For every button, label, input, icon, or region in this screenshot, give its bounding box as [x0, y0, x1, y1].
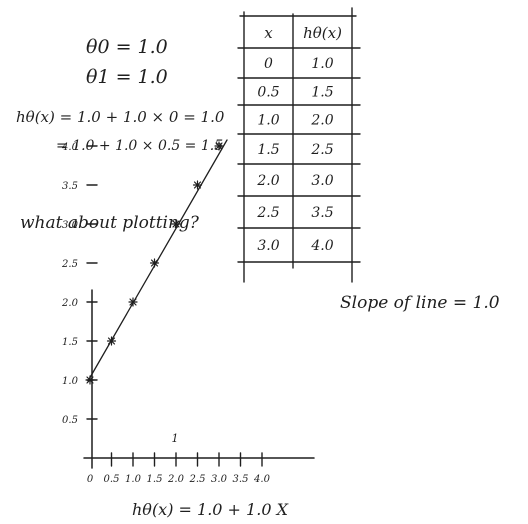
table-cell-x: 1.5	[257, 142, 279, 158]
table-header-h: hθ(x)	[303, 24, 342, 42]
table-cell-h: 1.0	[311, 56, 333, 72]
y-tick-label: 2.5	[61, 259, 78, 270]
hypothesis-evaluation-line1: hθ(x) = 1.0 + 1.0 × 0 = 1.0	[16, 108, 225, 126]
y-tick-label: 4.0	[61, 142, 79, 153]
table-cell-x: 2.0	[256, 173, 279, 189]
table-cell-h: 3.5	[311, 205, 333, 221]
table-cell-x: 3.0	[257, 238, 279, 254]
table-cell-h: 2.5	[310, 142, 333, 158]
table-cell-x: 1.0	[257, 113, 279, 129]
x-tick-label: 4.0	[253, 474, 271, 485]
value-table: x hθ(x) 0 1.0 0.5 1.5 1.0 2.0 1.5 2.5 2.0 3.0 2.5 3.5…	[237, 7, 361, 283]
hypothesis-function: hθ(x) = 1.0 + 1.0 X	[132, 500, 288, 519]
x-tick-label: 0.5	[104, 474, 120, 485]
x-tick-label: 0	[87, 474, 94, 485]
y-tick-label: 3.5	[62, 181, 78, 192]
x-tick-label: 2.5	[189, 474, 206, 485]
table-cell-h: 2.0	[310, 113, 333, 129]
marker-stroke	[215, 142, 223, 150]
table-cell-h: 4.0	[310, 238, 333, 254]
data-point-marker	[171, 219, 181, 229]
marker-stroke	[193, 181, 202, 189]
data-point-marker	[128, 297, 138, 307]
theta0-equation: θ0 = 1.0	[86, 36, 168, 58]
x-tick-label: 3.0	[211, 474, 228, 485]
x-tick-label: 1.5	[147, 474, 163, 485]
y-tick-label: 0.5	[62, 415, 78, 426]
data-point-marker	[192, 180, 203, 190]
x-tick-label: 3.5	[233, 474, 249, 485]
slope-note: Slope of line = 1.0	[340, 293, 500, 313]
marker-stroke	[129, 298, 137, 306]
data-point-marker	[149, 258, 160, 268]
marker-stroke	[172, 220, 180, 228]
table-cell-x: 0.5	[257, 85, 279, 101]
table-cell-x: 0	[264, 56, 273, 72]
marker-stroke	[107, 337, 116, 345]
data-point-marker	[85, 375, 95, 385]
hypothesis-evaluation-line2: = 1.0 + 1.0 × 0.5 = 1.5	[56, 138, 224, 154]
data-point-marker	[106, 336, 117, 346]
y-tick-label: 3.0	[62, 220, 79, 231]
marker-stroke	[86, 376, 94, 384]
data-point-marker	[214, 141, 224, 151]
table-cell-x: 2.5	[256, 205, 279, 221]
table-header-x: x	[264, 24, 273, 42]
stray-mark: 1	[172, 432, 179, 445]
y-tick-label: 2.0	[61, 298, 79, 309]
x-tick-label: 2.0	[167, 474, 185, 485]
line-plot: 0.5 1.0 1.5 2.0 2.5 3.0 3.5 4.0 0 0.5 1.0 1.5 2.0 2.5…	[61, 139, 315, 485]
y-tick-label: 1.0	[62, 376, 79, 387]
y-tick-label: 1.5	[62, 337, 78, 348]
theta1-equation: θ1 = 1.0	[86, 66, 168, 88]
marker-stroke	[150, 259, 159, 267]
table-cell-h: 1.5	[311, 85, 333, 101]
plotting-question: what about plotting?	[20, 213, 199, 233]
x-tick-label: 1.0	[125, 474, 142, 485]
table-cell-h: 3.0	[311, 173, 333, 189]
